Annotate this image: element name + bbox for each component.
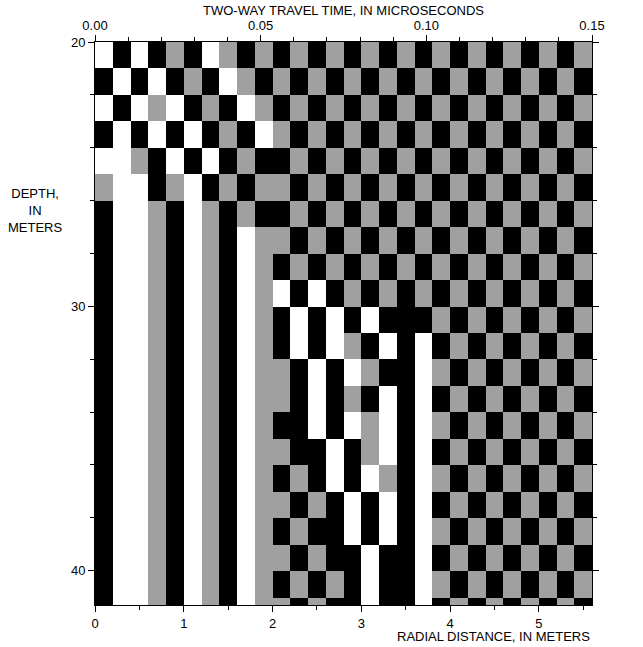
svg-text:1: 1 [180,616,187,631]
svg-text:5: 5 [535,616,542,631]
svg-text:4: 4 [446,616,453,631]
svg-text:3: 3 [358,616,365,631]
svg-text:0.15: 0.15 [579,18,604,33]
svg-text:TWO-WAY TRAVEL TIME, IN MICROS: TWO-WAY TRAVEL TIME, IN MICROSECONDS [203,3,484,18]
svg-text:20: 20 [71,35,85,50]
svg-text:0.05: 0.05 [248,18,273,33]
svg-text:0.10: 0.10 [414,18,439,33]
svg-text:2: 2 [269,616,276,631]
svg-text:40: 40 [71,563,85,578]
svg-text:0.00: 0.00 [82,18,107,33]
svg-text:DEPTH,INMETERS: DEPTH,INMETERS [8,186,63,235]
svg-text:0: 0 [91,616,98,631]
svg-text:30: 30 [71,299,85,314]
svg-text:RADIAL DISTANCE, IN METERS: RADIAL DISTANCE, IN METERS [397,629,590,644]
